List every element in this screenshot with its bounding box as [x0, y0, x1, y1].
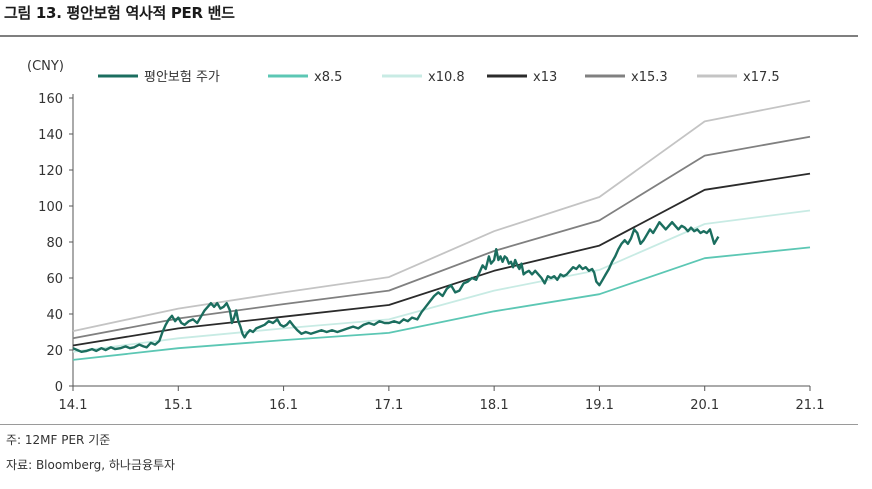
legend-label: 평안보험 주가 [144, 70, 220, 85]
x-tick-label: 19.1 [585, 398, 614, 413]
series-line-x8.5 [72, 246, 811, 361]
y-tick-label: 20 [46, 344, 63, 359]
legend-label: x15.3 [631, 70, 668, 85]
y-tick-label: 80 [46, 236, 63, 251]
x-tick-label: 14.1 [59, 398, 88, 413]
y-tick-label: 60 [46, 272, 63, 287]
legend-label: x13 [533, 70, 557, 85]
series-line-x17.5 [72, 99, 811, 332]
x-tick-label: 15.1 [164, 398, 193, 413]
x-tick-label: 18.1 [480, 398, 509, 413]
y-tick-label: 40 [46, 308, 63, 323]
series-line- [72, 221, 720, 353]
series-line-x13 [72, 172, 811, 347]
legend-label: x17.5 [743, 70, 780, 85]
y-tick-label: 160 [38, 92, 63, 107]
y-tick-label: 100 [38, 200, 63, 215]
x-tick-label: 17.1 [374, 398, 403, 413]
y-tick-label: 0 [55, 380, 63, 395]
per-band-chart: (CNY) 0 20 40 60 80 100 120 140 160 14.1 15.1 16.1 17… [27, 59, 825, 413]
figure-title: 그림 13. 평안보험 역사적 PER 밴드 [4, 4, 235, 22]
y-tick-label: 120 [38, 164, 63, 179]
legend-label: x10.8 [428, 70, 465, 85]
x-tick-label: 16.1 [269, 398, 298, 413]
footer-divider [0, 424, 858, 425]
legend-label: x8.5 [314, 70, 342, 85]
y-unit-label: (CNY) [27, 59, 64, 74]
y-tick-label: 140 [38, 128, 63, 143]
basis-note: 주: 12MF PER 기준 [6, 433, 111, 447]
title-divider [0, 35, 858, 37]
source-note: 자료: Bloomberg, 하나금융투자 [6, 458, 176, 472]
x-tick-label: 20.1 [690, 398, 719, 413]
x-tick-label: 21.1 [796, 398, 825, 413]
series-line-x15.3 [72, 135, 811, 340]
